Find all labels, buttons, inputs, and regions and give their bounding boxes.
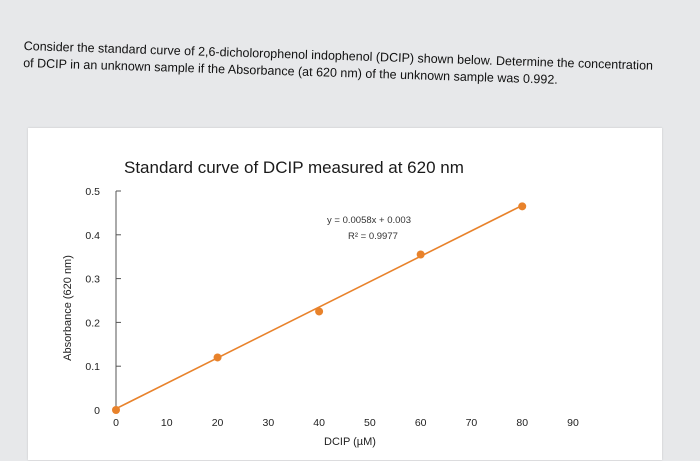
y-tick-label: 0.2 [85,317,100,329]
x-tick-label: 0 [113,417,119,429]
data-point [112,406,120,414]
data-point [416,250,425,259]
data-point [213,353,222,362]
data-point [518,202,527,211]
x-tick-label: 20 [212,417,224,429]
y-tick-label: 0.3 [85,274,100,286]
x-tick-label: 10 [161,417,173,429]
y-tick-label: 0.5 [85,186,100,198]
x-tick-label: 40 [313,417,325,429]
points-layer [112,202,527,414]
x-tick-label: 80 [516,417,528,429]
chart-title: Standard curve of DCIP measured at 620 n… [124,158,464,177]
axes: 0 0.1 0.2 0.3 0.4 0.5 0 10 20 30 40 50 60 70 80 90 [85,186,579,429]
chart-card: Standard curve of DCIP measured at 620 n… [28,128,662,460]
x-tick-label: 50 [364,417,376,429]
y-tick-label: 0.4 [85,230,100,242]
x-tick-label: 90 [567,417,579,429]
standard-curve-chart: Standard curve of DCIP measured at 620 n… [62,158,579,448]
trendline-equation: y = 0.0058x + 0.003 [327,215,411,226]
y-tick-label: 0.1 [85,361,100,373]
x-tick-label: 60 [415,417,427,429]
question-text: Consider the standard curve of 2,6-dicho… [23,38,654,87]
trendline [115,204,523,410]
x-tick-label: 70 [466,417,478,429]
y-axis-label: Absorbance (620 nm) [62,255,74,361]
r-squared-label: R² = 0.9977 [348,231,398,242]
x-tick-label: 30 [262,417,274,429]
y-tick-label: 0 [94,405,100,417]
data-point [315,307,324,316]
trendline-layer [115,204,523,410]
x-axis-label: DCIP (µM) [324,436,376,448]
